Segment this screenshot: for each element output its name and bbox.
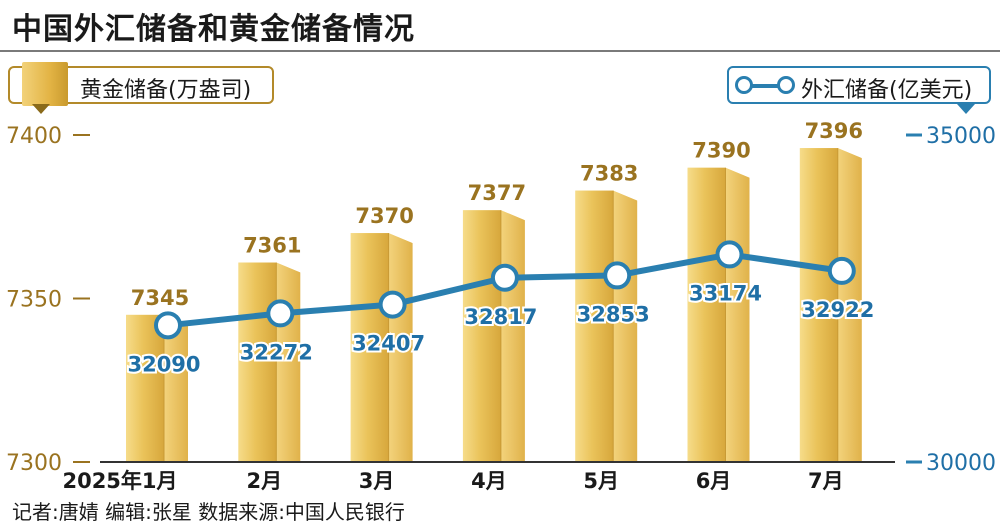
gold-value-label: 7377 bbox=[468, 181, 526, 205]
x-axis-tick-label: 2月 bbox=[246, 469, 282, 493]
gold-bar-front bbox=[238, 262, 277, 462]
legend-fx: 外汇储备(亿美元) bbox=[727, 66, 991, 114]
left-axis-tick-label: 7300 bbox=[6, 451, 62, 476]
fx-value-label: 33174 bbox=[689, 281, 762, 305]
gold-bar-side bbox=[388, 233, 413, 462]
fx-point bbox=[603, 261, 632, 290]
x-axis-tick-label: 6月 bbox=[696, 469, 732, 493]
legend-fx-label: 外汇储备(亿美元) bbox=[801, 78, 973, 103]
gold-bar-front bbox=[687, 167, 726, 462]
left-axis-pointer bbox=[32, 104, 50, 114]
legend-gold-label: 黄金储备(万盎司) bbox=[80, 78, 252, 103]
x-axis-tick-label: 3月 bbox=[359, 469, 395, 493]
fx-point bbox=[827, 256, 856, 285]
gold-bar-icon bbox=[22, 62, 68, 106]
x-axis-tick-label: 4月 bbox=[471, 469, 507, 493]
page-title: 中国外汇储备和黄金储备情况 bbox=[12, 12, 415, 47]
gold-bar bbox=[575, 190, 638, 462]
fx-point bbox=[266, 299, 295, 328]
gold-bar-front bbox=[126, 314, 164, 462]
gold-bar-front bbox=[575, 190, 614, 462]
left-axis-tick-label: 7400 bbox=[6, 124, 62, 149]
gold-value-label: 7383 bbox=[580, 162, 638, 186]
fx-value-label: 32817 bbox=[464, 305, 537, 329]
fx-point bbox=[490, 263, 519, 292]
gold-bar-front bbox=[350, 233, 389, 462]
fx-value-label: 32922 bbox=[801, 298, 874, 322]
gold-bar-side bbox=[613, 190, 638, 462]
gold-bar-side bbox=[164, 314, 188, 462]
gold-bar-side bbox=[837, 148, 862, 462]
legend-gold: 黄金储备(万盎司) bbox=[8, 62, 274, 114]
fx-point bbox=[378, 290, 407, 319]
gold-bar-front bbox=[462, 210, 501, 462]
fx-value-label: 32853 bbox=[577, 302, 650, 326]
gold-bar-front bbox=[799, 148, 838, 462]
line-marker-icon bbox=[741, 84, 789, 88]
fx-value-label: 32272 bbox=[240, 340, 313, 364]
gold-bar bbox=[462, 210, 525, 462]
gold-bar-side bbox=[725, 167, 750, 462]
title-divider bbox=[0, 50, 1000, 52]
gold-bar bbox=[687, 167, 750, 462]
line-dot-icon bbox=[777, 76, 795, 94]
gold-value-label: 7396 bbox=[805, 119, 863, 143]
gold-value-label: 7361 bbox=[243, 234, 301, 258]
right-axis-tick-label: 35000 bbox=[926, 124, 996, 149]
x-axis-tick-label: 2025年1月 bbox=[62, 469, 177, 493]
left-axis-tick-label: 7350 bbox=[6, 288, 62, 313]
gold-bar bbox=[350, 233, 413, 462]
line-dot-icon bbox=[735, 76, 753, 94]
fx-value-label: 32407 bbox=[352, 332, 425, 356]
right-axis-pointer bbox=[957, 104, 975, 114]
x-axis-tick-label: 5月 bbox=[583, 469, 619, 493]
gold-bar bbox=[126, 314, 188, 462]
x-axis-tick-label: 7月 bbox=[808, 469, 844, 493]
fx-value-label: 32090 bbox=[127, 352, 200, 376]
source-footer: 记者:唐婧 编辑:张星 数据来源:中国人民银行 bbox=[12, 500, 405, 524]
gold-value-label: 7345 bbox=[131, 286, 189, 310]
gold-bar-side bbox=[500, 210, 525, 462]
gold-bar bbox=[799, 148, 862, 462]
right-axis-tick-label: 30000 bbox=[926, 451, 996, 476]
fx-point bbox=[154, 311, 182, 340]
gold-value-label: 7370 bbox=[355, 204, 413, 228]
fx-point bbox=[715, 240, 744, 269]
gold-value-label: 7390 bbox=[692, 139, 750, 163]
